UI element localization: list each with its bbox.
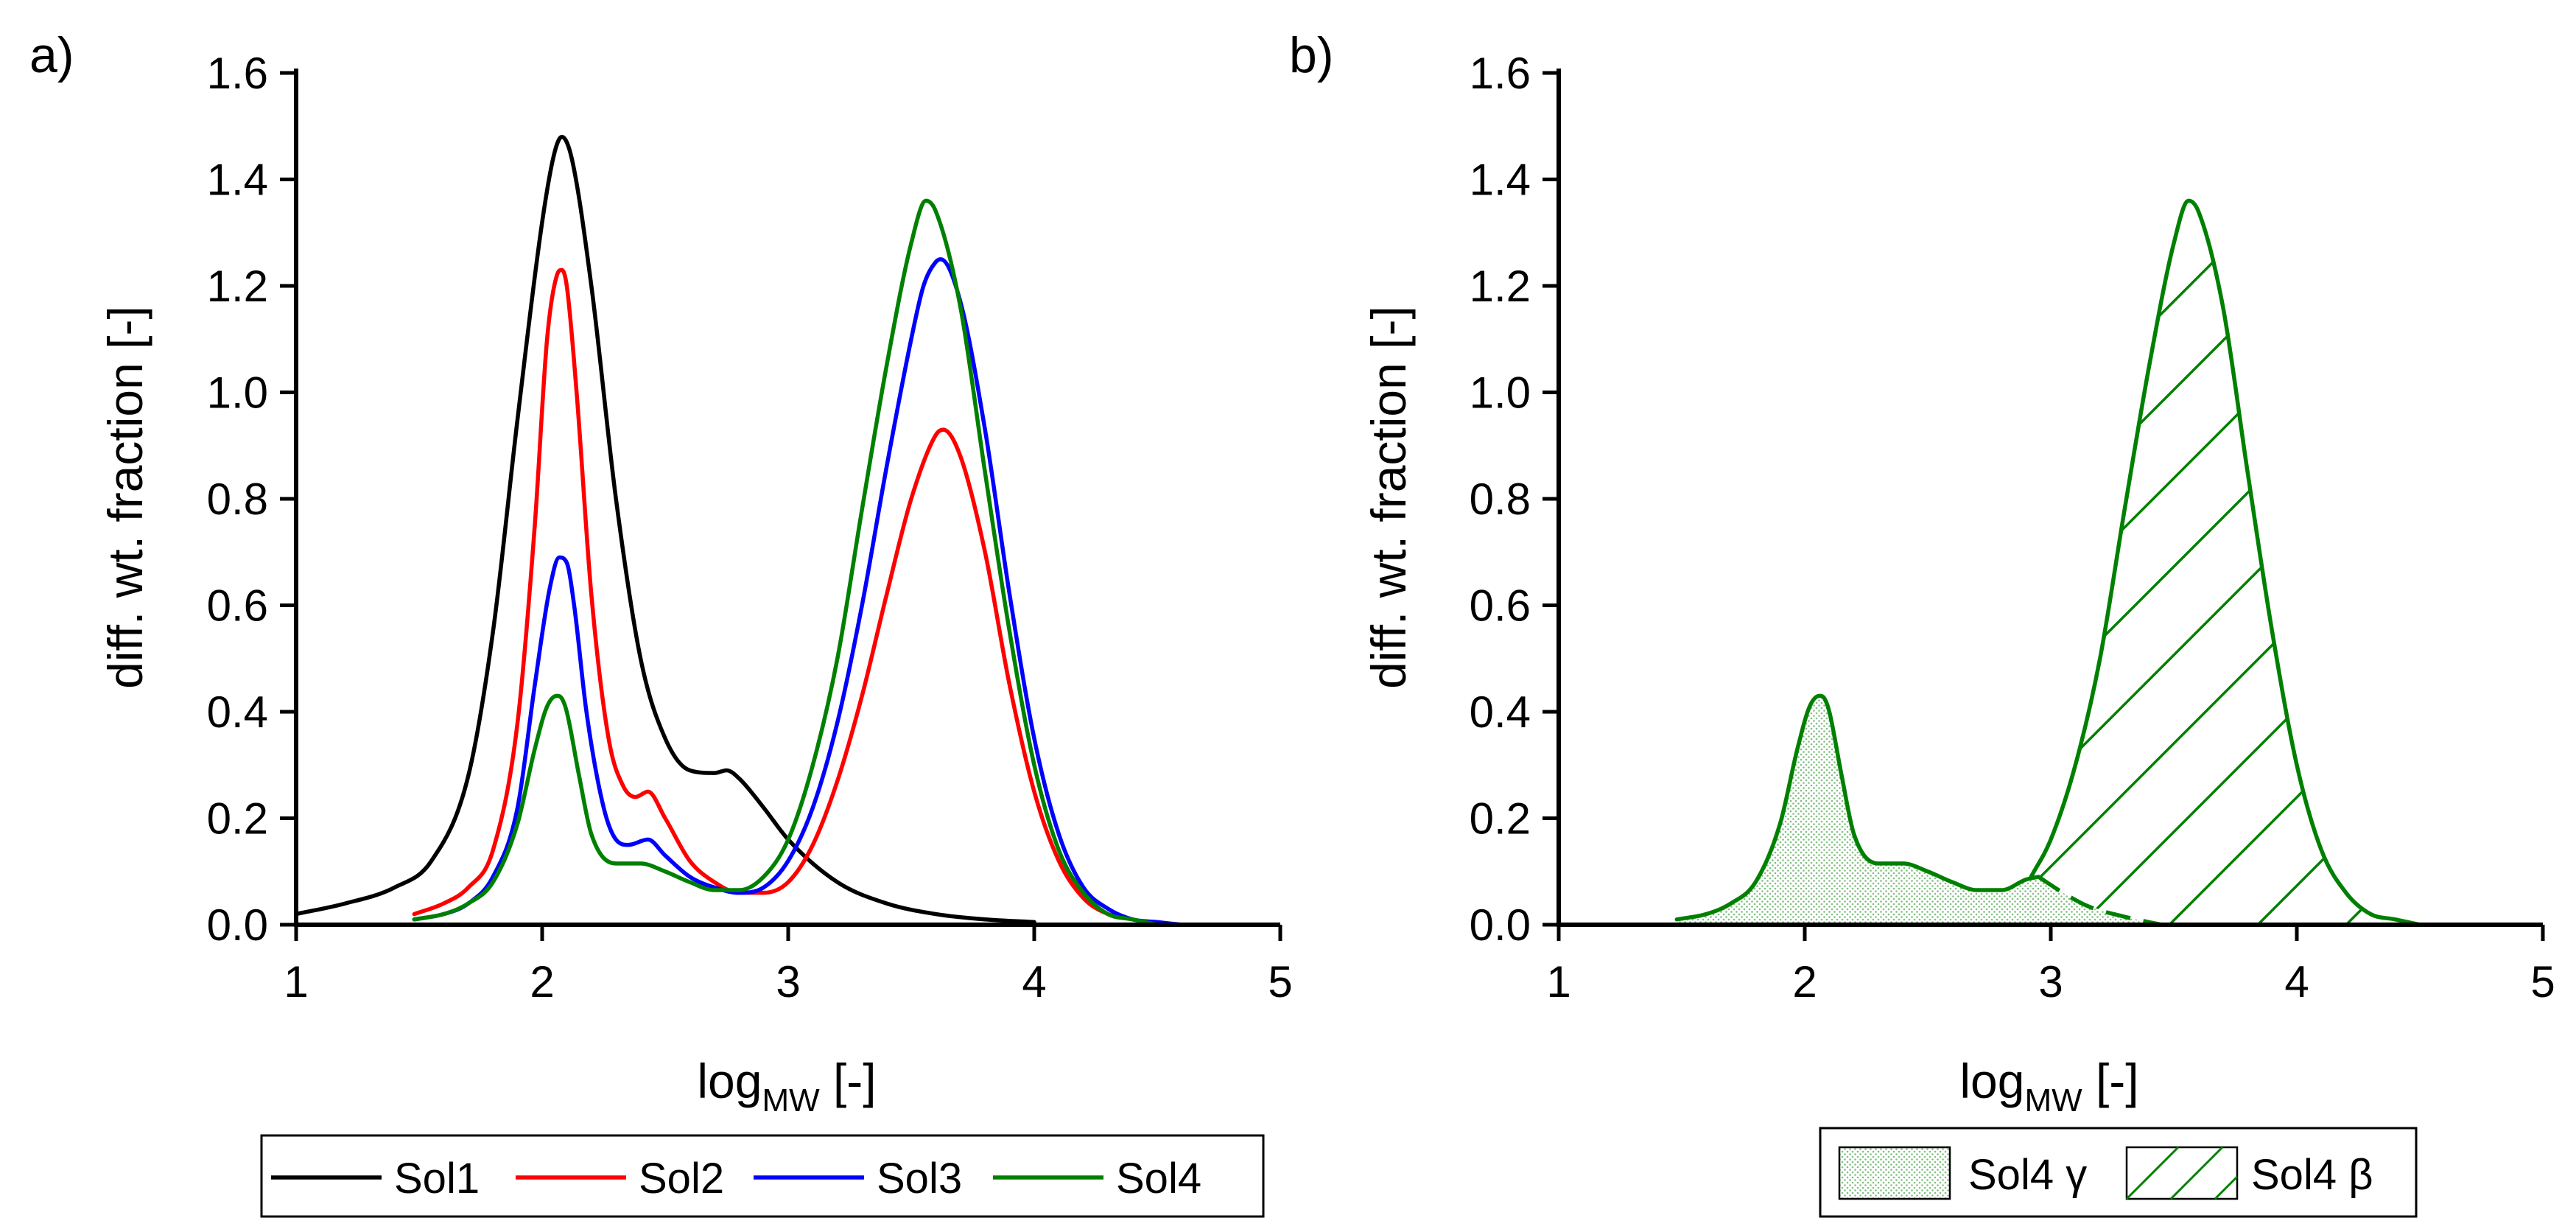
panel-b-x-tick-label: 1 (1546, 957, 1570, 1007)
series-line-sol2 (412, 267, 1135, 922)
panel-a-y-tick-label: 0.0 (207, 900, 268, 950)
legend-label-sol4-beta: Sol4 β (2251, 1151, 2373, 1199)
panel-b-y-tick-label: 0.2 (1470, 794, 1531, 844)
panel-a-y-tick-label: 1.4 (207, 155, 268, 205)
panel-b-y-tick-label: 1.6 (1470, 49, 1531, 98)
series-line-sol3 (412, 257, 1185, 927)
panel-a: a) 0.0 0.2 0.4 0.6 0.8 1.0 1.2 1.4 1.6 1 2 3 4 5 diff… (29, 27, 1293, 1218)
panel-b-y-tick-label: 0.6 (1470, 581, 1531, 631)
panel-a-ticks: 0.0 0.2 0.4 0.6 0.8 1.0 1.2 1.4 1.6 1 2 3 4 5 (207, 49, 1293, 1007)
panel-a-x-axis-title: logMW [-] (697, 1054, 876, 1119)
series-line-sol1 (295, 134, 1036, 925)
series-line-sol4 (412, 198, 1159, 927)
panel-b-ticks: 0.0 0.2 0.4 0.6 0.8 1.0 1.2 1.4 1.6 1 2 3 4 5 (1470, 49, 2555, 1007)
panel-a-y-tick-label: 0.6 (207, 581, 268, 631)
legend-label-sol1: Sol1 (394, 1155, 480, 1203)
panel-a-y-axis-title: diff. wt. fraction [-] (98, 306, 152, 689)
panel-a-y-tick-label: 0.2 (207, 794, 268, 844)
sol4-gamma-dashed-tail (2037, 875, 2162, 927)
panel-a-y-tick-label: 0.4 (207, 687, 268, 737)
sol4-gamma-line (1674, 693, 2041, 922)
legend-label-sol2: Sol2 (639, 1155, 724, 1203)
panel-a-x-tick-label: 5 (1268, 957, 1292, 1007)
panel-a-x-tick-label: 4 (1022, 957, 1046, 1007)
panel-a-x-tick-label: 3 (776, 957, 800, 1007)
panel-b-y-tick-label: 0.4 (1470, 687, 1531, 737)
panel-b-y-tick-label: 1.0 (1470, 368, 1531, 418)
panel-b-x-axis-title: logMW [-] (1959, 1054, 2138, 1119)
panel-b-x-tick-label: 3 (2038, 957, 2063, 1007)
panel-a-x-tick-label: 1 (284, 957, 308, 1007)
sol4-beta-area (2031, 200, 2420, 925)
panel-b-y-tick-label: 0.0 (1470, 900, 1531, 950)
panel-b-series (1674, 198, 2422, 927)
panel-b-label: b) (1289, 27, 1333, 83)
panel-a-y-tick-label: 1.0 (207, 368, 268, 418)
panel-b-y-tick-label: 1.2 (1470, 262, 1531, 311)
legend-label-sol3: Sol3 (877, 1155, 962, 1203)
legend-swatch-sol4-beta-hatch (2125, 1146, 2239, 1200)
legend-label-sol4: Sol4 (1116, 1155, 1201, 1203)
panel-a-y-tick-label: 0.8 (207, 475, 268, 524)
panel-b-x-tick-label: 4 (2284, 957, 2309, 1007)
panel-b-legend: Sol4 γ Sol4 β (1838, 1146, 2373, 1200)
panel-a-label: a) (29, 27, 74, 83)
panel-b-y-axis-title: diff. wt. fraction [-] (1361, 306, 1416, 689)
panel-a-x-tick-label: 2 (530, 957, 554, 1007)
legend-swatch-sol4-gamma (1838, 1146, 1951, 1200)
sol4-beta-line (2029, 198, 2422, 927)
panel-a-series (295, 134, 1185, 927)
panel-a-legend: Sol1 Sol2 Sol3 Sol4 (271, 1155, 1201, 1203)
panel-b: b) 0.0 0.2 0.4 0.6 0.8 1.0 1.2 1.4 1.6 1 2 3 4 5 diff… (1289, 27, 2555, 1218)
panel-a-y-tick-label: 1.6 (207, 49, 268, 98)
panel-b-x-tick-label: 5 (2530, 957, 2555, 1007)
panel-b-y-tick-label: 1.4 (1470, 155, 1531, 205)
legend-swatch-sol4-beta (2125, 1146, 2239, 1200)
legend-label-sol4-gamma: Sol4 γ (1968, 1151, 2087, 1199)
panel-b-y-tick-label: 0.8 (1470, 475, 1531, 524)
panel-a-y-tick-label: 1.2 (207, 262, 268, 311)
panel-b-x-tick-label: 2 (1792, 957, 1817, 1007)
